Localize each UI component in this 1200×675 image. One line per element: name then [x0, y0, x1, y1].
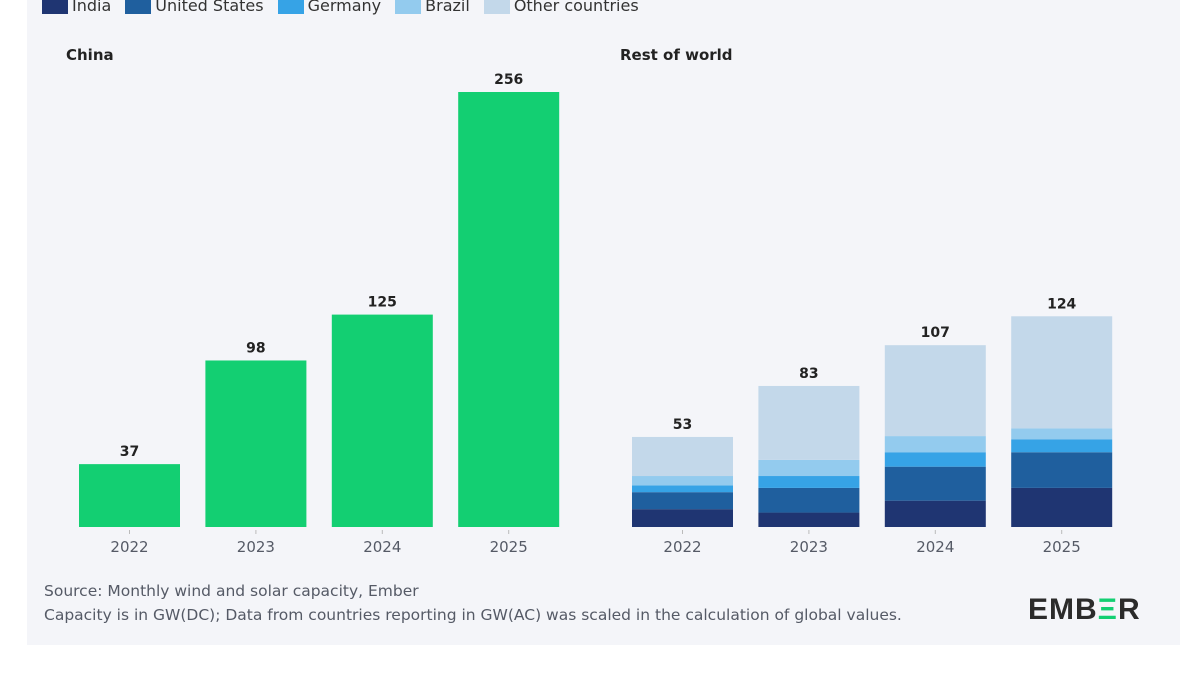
x-tick-label: 2025 [1043, 538, 1081, 556]
china-panel-title: China [66, 46, 114, 64]
data-label: 256 [494, 72, 523, 88]
x-tick-label: 2024 [363, 538, 401, 556]
source-text: Source: Monthly wind and solar capacity,… [44, 582, 419, 600]
bar-segment-germany-2023 [758, 476, 860, 488]
bar-segment-germany-2024 [884, 452, 986, 467]
bar-segment-brazil-2022 [632, 476, 733, 486]
bar-china-2023 [205, 360, 307, 527]
bar-segment-united-states-2024 [884, 466, 986, 501]
bar-segment-brazil-2025 [1011, 428, 1113, 440]
bar-segment-germany-2025 [1011, 439, 1113, 453]
legend-label: Germany [307, 0, 382, 15]
bar-segment-india-2024 [884, 500, 986, 527]
bar-segment-united-states-2022 [632, 492, 733, 510]
bar-segment-other-countries-2022 [632, 436, 733, 477]
data-label: 107 [921, 325, 950, 341]
legend-swatch [395, 0, 422, 14]
data-label: 83 [799, 366, 818, 382]
bar-segment-other-countries-2023 [758, 385, 860, 460]
bar-segment-brazil-2024 [884, 436, 986, 453]
bar-segment-other-countries-2024 [884, 345, 986, 437]
bar-segment-united-states-2025 [1011, 452, 1113, 488]
legend: India United States Germany Brazil Other cou… [42, 0, 639, 15]
bar-segment-india-2025 [1011, 487, 1113, 527]
x-tick-label: 2024 [916, 538, 954, 556]
legend-swatch [277, 0, 304, 14]
bar-china-2024 [331, 314, 433, 527]
x-tick-label: 2022 [663, 538, 701, 556]
data-label: 98 [246, 340, 265, 356]
legend-label: Other countries [513, 0, 639, 15]
bar-china-2025 [458, 92, 560, 527]
x-tick-label: 2022 [110, 538, 148, 556]
x-tick-label: 2025 [490, 538, 528, 556]
bar-segment-germany-2022 [632, 485, 733, 493]
data-label: 124 [1047, 296, 1076, 312]
legend-swatch [483, 0, 510, 14]
data-label: 125 [368, 295, 397, 311]
data-label: 53 [673, 417, 692, 433]
chart-panel [27, 0, 1180, 645]
legend-item: Germany [277, 0, 382, 15]
ember-logo: EMBΞR [1028, 593, 1141, 626]
legend-swatch [125, 0, 152, 14]
legend-label: Brazil [425, 0, 470, 15]
bar-segment-other-countries-2025 [1011, 316, 1113, 429]
bar-segment-united-states-2023 [758, 487, 860, 513]
x-tick-label: 2023 [790, 538, 828, 556]
legend-label: India [72, 0, 112, 15]
rest-of-world-panel-title: Rest of world [620, 46, 733, 64]
legend-swatch [42, 0, 68, 14]
x-tick-label: 2023 [237, 538, 275, 556]
legend-item: Brazil [395, 0, 470, 15]
legend-item: India [42, 0, 111, 15]
bar-segment-india-2022 [632, 509, 733, 527]
legend-item: United States [125, 0, 264, 15]
legend-label: United States [155, 0, 264, 15]
bar-segment-brazil-2023 [758, 459, 860, 477]
bar-china-2022 [79, 464, 180, 527]
legend-item: Other countries [483, 0, 639, 15]
note-text: Capacity is in GW(DC); Data from countri… [44, 606, 902, 624]
bar-segment-india-2023 [758, 512, 860, 527]
data-label: 37 [120, 444, 139, 460]
